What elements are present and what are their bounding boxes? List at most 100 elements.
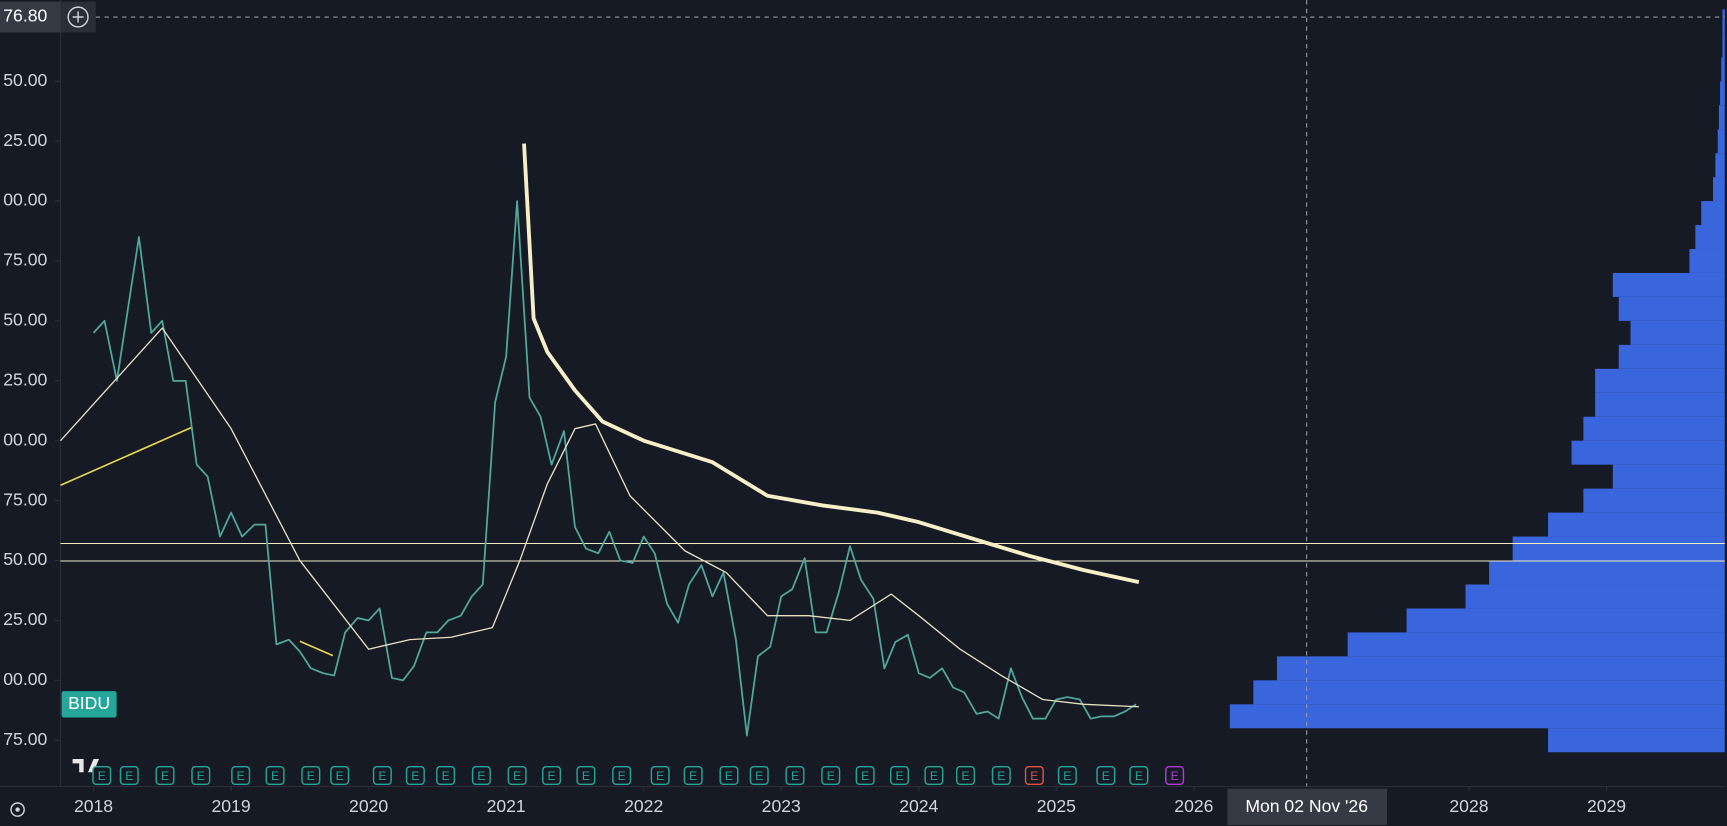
earnings-marker (1096, 765, 1116, 786)
x-tick-label: 2029 (1587, 796, 1626, 816)
earnings-label: E (895, 769, 903, 783)
volume-profile-bar (1489, 560, 1725, 585)
symbol-label-box (61, 691, 117, 718)
volume-profile-bar (1276, 656, 1725, 681)
earnings-label: E (1063, 769, 1071, 783)
volume-profile-bar (1406, 608, 1725, 633)
volume-profile-bar (1595, 368, 1725, 393)
y-tick-label: 00.00 (3, 669, 47, 689)
earnings-label: E (1102, 769, 1110, 783)
y-tick-label: 75.00 (3, 729, 47, 749)
volume-profile-bar (1595, 392, 1725, 417)
add-alert-circle (67, 6, 89, 28)
earnings-label: E (271, 769, 279, 783)
volume-profile-bar (1701, 201, 1725, 226)
volume-profile-bar (1347, 632, 1725, 657)
earnings-marker (471, 765, 491, 786)
earnings-label: E (161, 769, 169, 783)
earnings-label: E (513, 769, 521, 783)
earnings-label: E (1030, 769, 1038, 783)
earnings-label: E (1135, 769, 1143, 783)
earnings-marker (855, 765, 875, 786)
y-tick-label: 50.00 (3, 310, 47, 330)
volume-profile-bar (1229, 704, 1725, 729)
trend-line (60, 426, 193, 487)
earnings-label: E (477, 769, 485, 783)
add-alert-button[interactable] (60, 1, 96, 33)
x-tick-label: 2018 (74, 796, 113, 816)
earnings-marker (92, 765, 112, 786)
volume-profile-bar (1612, 272, 1725, 297)
x-tick-label: 2028 (1449, 796, 1488, 816)
volume-profile-bar (1630, 320, 1725, 345)
x-tick-label: 2024 (899, 796, 938, 816)
y-tick-label: 00.00 (3, 429, 47, 449)
y-tick-label: 50.00 (3, 549, 47, 569)
y-tick-label: 25.00 (3, 609, 47, 629)
volume-profile-bar (1548, 728, 1725, 753)
volume-profile-bar (1720, 81, 1725, 106)
earnings-label: E (197, 769, 205, 783)
earnings-marker (821, 765, 841, 786)
volume-profile-bar (1689, 248, 1725, 273)
earnings-marker (1024, 765, 1044, 786)
earnings-marker (405, 765, 425, 786)
earnings-label: E (378, 769, 386, 783)
volume-profile-bar (1618, 344, 1725, 369)
x-tick-label: 2025 (1037, 796, 1076, 816)
earnings-label: E (1171, 769, 1179, 783)
earnings-marker (719, 765, 739, 786)
crosshair-price-box (0, 1, 61, 33)
earnings-label: E (755, 769, 763, 783)
earnings-marker (542, 765, 562, 786)
x-tick-label: 2020 (349, 796, 388, 816)
y-tick-label: 75.00 (3, 489, 47, 509)
earnings-label: E (618, 769, 626, 783)
y-tick-label: 50.00 (3, 70, 47, 90)
indicator-line (60, 327, 1139, 708)
earnings-label: E (411, 769, 419, 783)
settings-icon[interactable] (10, 802, 25, 817)
volume-profile-bar (1695, 225, 1725, 249)
earnings-marker (155, 765, 175, 786)
earnings-marker (924, 765, 944, 786)
earnings-label: E (442, 769, 450, 783)
earnings-marker (265, 765, 285, 786)
earnings-marker (436, 765, 456, 786)
earnings-marker (1165, 765, 1185, 786)
earnings-marker (576, 765, 596, 786)
earnings-label: E (547, 769, 555, 783)
earnings-marker (991, 765, 1011, 786)
volume-profile-bar (1548, 512, 1725, 537)
volume-profile-bar (1715, 153, 1725, 178)
trend-line (299, 640, 334, 657)
volume-profile-bar (1465, 584, 1725, 609)
volume-profile-bar (1718, 105, 1725, 130)
earnings-marker (231, 765, 251, 786)
crosshair-date-box (1227, 788, 1387, 825)
earnings-marker (890, 765, 910, 786)
earnings-marker (1057, 765, 1077, 786)
earnings-label: E (689, 769, 697, 783)
x-tick-label: 2026 (1174, 796, 1213, 816)
crosshair-date-label: Mon 02 Nov '26 (1245, 796, 1368, 816)
x-tick-label: 2021 (487, 796, 526, 816)
earnings-marker (1129, 765, 1149, 786)
earnings-marker (119, 765, 139, 786)
volume-profile-bar (1721, 57, 1725, 82)
earnings-marker (956, 765, 976, 786)
earnings-label: E (861, 769, 869, 783)
volume-profile-bar (1583, 488, 1725, 513)
y-tick-label: 00.00 (3, 190, 47, 210)
volume-profile-bar (1571, 440, 1725, 465)
earnings-label: E (307, 769, 315, 783)
earnings-label: E (98, 769, 106, 783)
earnings-marker (612, 765, 632, 786)
x-tick-label: 2019 (211, 796, 250, 816)
y-tick-label: 25.00 (3, 369, 47, 389)
volume-profile-bar (1612, 464, 1725, 489)
volume-profile-bar (1253, 680, 1725, 705)
earnings-marker (301, 765, 321, 786)
